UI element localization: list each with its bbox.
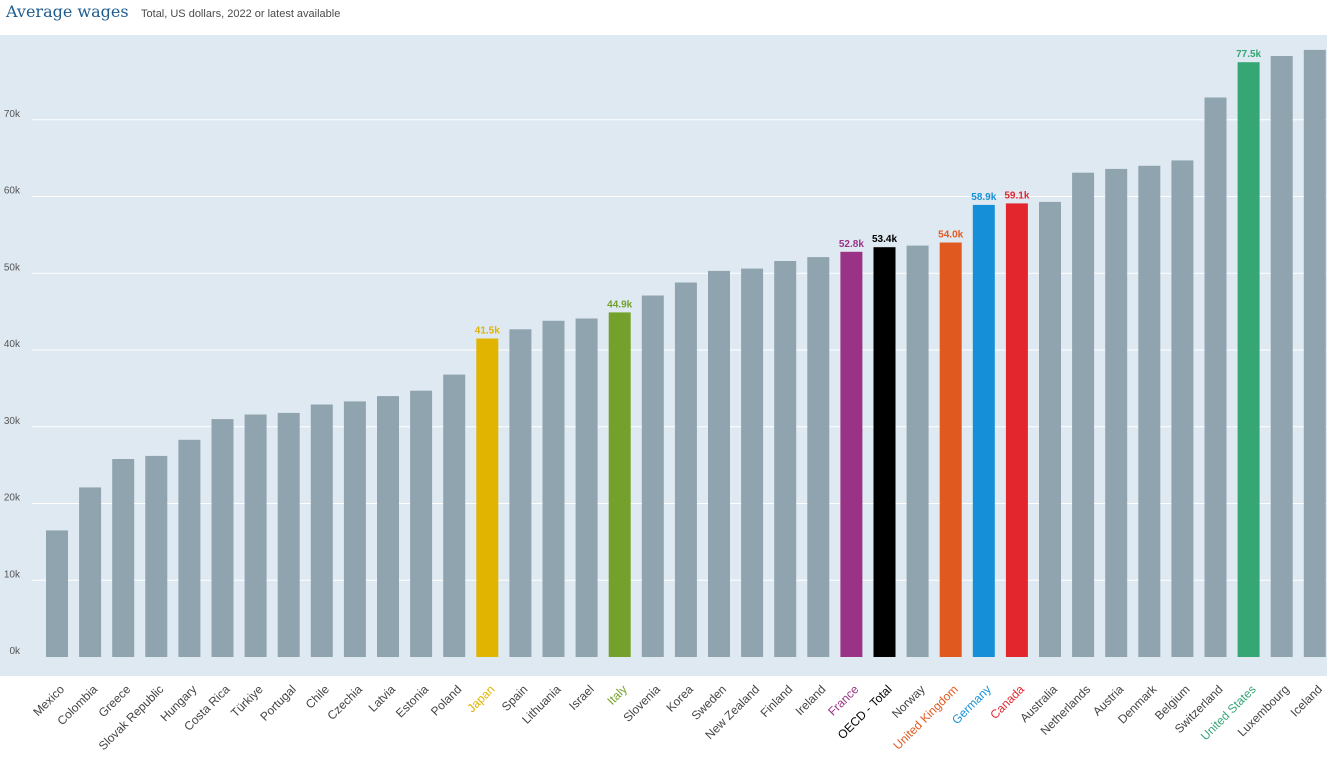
bar-finland[interactable]	[774, 261, 797, 657]
x-tick-label: Israel	[566, 682, 597, 713]
x-tick-label: Portugal	[257, 682, 299, 724]
bar-switzerland[interactable]	[1204, 97, 1227, 658]
bar-colombia[interactable]	[79, 487, 102, 657]
bar-slovenia[interactable]	[641, 295, 664, 658]
bar-united-kingdom[interactable]	[939, 242, 962, 658]
bar-portugal[interactable]	[277, 412, 300, 657]
x-tick-label: Ireland	[793, 682, 829, 718]
bar-canada[interactable]	[1005, 203, 1028, 657]
bar-israel[interactable]	[575, 318, 598, 658]
bar-costa-rica[interactable]	[211, 419, 234, 657]
bar-luxembourg[interactable]	[1270, 56, 1293, 657]
bar-slovak-republic[interactable]	[145, 455, 168, 657]
y-tick-label: 70k	[4, 109, 21, 120]
bar-france[interactable]	[840, 251, 863, 658]
y-tick-label: 60k	[4, 186, 21, 197]
x-tick-label: Japan	[464, 682, 497, 715]
y-tick-label: 40k	[4, 339, 21, 350]
bar-italy[interactable]	[608, 312, 631, 657]
y-tick-label: 50k	[4, 262, 21, 273]
x-tick-label: Finland	[758, 682, 796, 720]
bar-norway[interactable]	[906, 245, 929, 657]
bar-spain[interactable]	[509, 329, 532, 657]
bar-ireland[interactable]	[807, 257, 830, 657]
x-tick-label: Chile	[303, 682, 332, 711]
value-labels: 41.5k 44.9k 52.8k 53.4k 54.0k 58.9k 59.1k 77.5k	[475, 49, 1262, 336]
bars	[46, 49, 1326, 658]
bar-australia[interactable]	[1039, 201, 1061, 657]
bar-united-states[interactable]	[1237, 62, 1260, 657]
x-tick-label: Slovenia	[620, 682, 663, 725]
bar-poland[interactable]	[443, 374, 466, 657]
bar-chile[interactable]	[310, 404, 333, 658]
x-tick-label: Italy	[604, 682, 629, 707]
bar-hungary[interactable]	[178, 439, 201, 657]
chart-subtitle: Total, US dollars, 2022 or latest availa…	[141, 8, 341, 20]
chart-header: Average wages Total, US dollars, 2022 or…	[6, 2, 340, 26]
bar-austria[interactable]	[1105, 168, 1128, 657]
bar-japan[interactable]	[476, 338, 499, 658]
bar-lithuania[interactable]	[542, 320, 565, 657]
bar-netherlands[interactable]	[1072, 172, 1095, 657]
bar-turkiye[interactable]	[244, 414, 267, 658]
bar-estonia[interactable]	[410, 390, 433, 657]
y-tick-label: 20k	[4, 493, 21, 504]
bar-iceland[interactable]	[1303, 49, 1326, 657]
bar-oecd-total[interactable]	[873, 247, 896, 657]
y-axis: 0k 10k 20k 30k 40k 50k 60k 70k	[4, 109, 21, 657]
bar-sweden[interactable]	[708, 270, 730, 657]
data-label-germany: 58.9k	[971, 192, 996, 203]
bar-greece[interactable]	[112, 459, 135, 657]
bar-new-zealand[interactable]	[741, 268, 764, 657]
bar-czechia[interactable]	[343, 401, 366, 657]
bar-mexico[interactable]	[46, 530, 68, 657]
data-label-canada: 59.1k	[1004, 190, 1029, 201]
bar-belgium[interactable]	[1171, 160, 1194, 657]
bar-korea[interactable]	[674, 282, 697, 658]
y-tick-label: 0k	[9, 646, 21, 657]
data-label-italy: 44.9k	[607, 299, 632, 310]
data-label-united-kingdom: 54.0k	[938, 230, 963, 241]
data-label-france: 52.8k	[839, 239, 864, 250]
bar-germany[interactable]	[972, 204, 995, 657]
y-tick-label: 30k	[4, 416, 21, 427]
y-tick-label: 10k	[4, 569, 21, 580]
data-label-oecd-total: 53.4k	[872, 234, 897, 245]
data-label-united-states: 77.5k	[1236, 49, 1261, 60]
bar-latvia[interactable]	[377, 396, 399, 657]
x-tick-label: Poland	[428, 682, 464, 718]
x-tick-label: Czechia	[324, 682, 365, 723]
data-label-japan: 41.5k	[475, 326, 500, 337]
x-tick-label: Iceland	[1288, 682, 1325, 719]
chart-title: Average wages	[6, 2, 129, 21]
x-tick-label: Estonia	[393, 682, 431, 720]
bar-denmark[interactable]	[1138, 165, 1161, 658]
